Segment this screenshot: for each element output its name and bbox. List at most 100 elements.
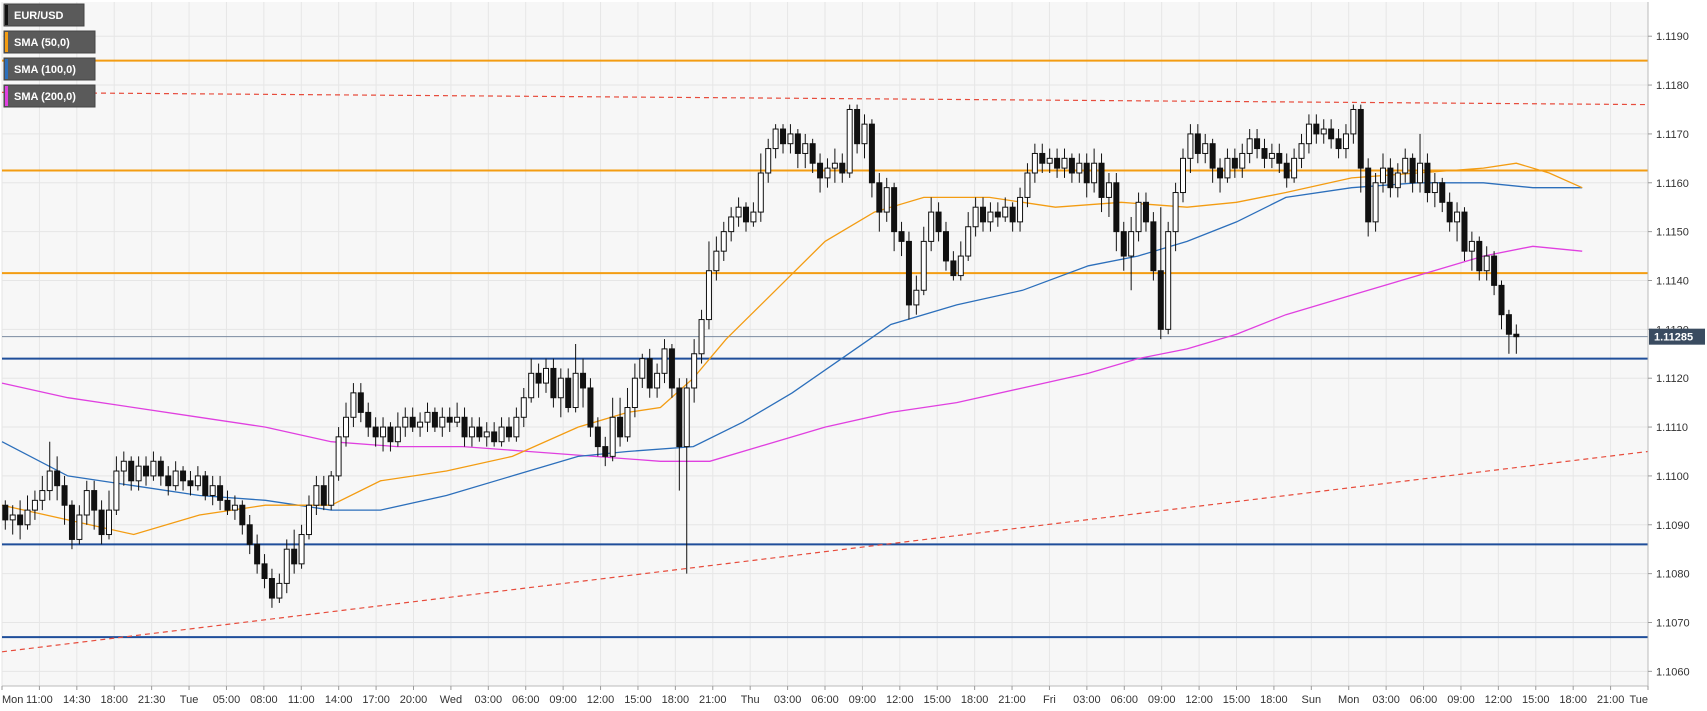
candle-body-bear xyxy=(1335,138,1342,150)
candle-body-bull xyxy=(113,470,120,511)
legend-label: SMA (50,0) xyxy=(14,37,70,49)
candle-body-bear xyxy=(1365,167,1372,223)
candle-body-bear xyxy=(550,367,557,399)
candle-body-bull xyxy=(1135,201,1142,233)
candle-body-bull xyxy=(105,509,112,536)
candle xyxy=(994,202,1001,227)
candle-body-bear xyxy=(891,187,898,233)
candle-body-bear xyxy=(98,509,105,536)
x-tick-label: 08:00 xyxy=(250,694,278,706)
candle-body-bull xyxy=(1165,231,1172,330)
candle xyxy=(446,407,453,432)
candle xyxy=(46,441,53,501)
candle xyxy=(439,407,446,437)
candle-body-bull xyxy=(750,211,757,223)
candle-body-bull xyxy=(1076,162,1083,174)
candle-body-bull xyxy=(639,358,646,379)
candle-body-bull xyxy=(468,426,475,438)
candle xyxy=(335,427,342,481)
candle-body-bull xyxy=(298,534,305,565)
candle-body-bear xyxy=(1461,211,1468,252)
candle-body-bear xyxy=(143,465,150,477)
candle xyxy=(417,412,424,437)
candle xyxy=(1217,158,1224,193)
candle xyxy=(1165,221,1172,335)
candle-body-bear xyxy=(187,480,194,487)
candle-body-bear xyxy=(1157,270,1164,330)
candle xyxy=(246,515,253,555)
candle-body-bear xyxy=(935,211,942,233)
x-tick-label: Mon xyxy=(1338,694,1359,706)
candle xyxy=(1291,148,1298,183)
candle-body-bear xyxy=(128,460,135,482)
x-tick-label: 15:00 xyxy=(1522,694,1550,706)
candle xyxy=(920,226,927,296)
candle xyxy=(972,197,979,237)
x-tick-label: 03:00 xyxy=(1073,694,1101,706)
candle-body-bear xyxy=(950,260,957,277)
candle-body-bear xyxy=(17,514,24,526)
candle-body-bull xyxy=(1017,196,1024,223)
candle xyxy=(868,119,875,198)
x-tick-label: 03:00 xyxy=(774,694,802,706)
x-tick-label: 21:00 xyxy=(1597,694,1625,706)
candle-body-bear xyxy=(1313,123,1320,135)
candle-body-bear xyxy=(602,446,609,457)
candle xyxy=(120,451,127,486)
candle xyxy=(713,236,720,281)
x-tick-label: 03:00 xyxy=(475,694,503,706)
candle xyxy=(839,153,846,183)
legend-swatch xyxy=(5,5,8,25)
y-tick-label: 1.1160 xyxy=(1656,178,1689,190)
candle xyxy=(1402,148,1409,183)
candle-body-bull xyxy=(135,465,142,482)
candle xyxy=(683,378,690,574)
candle xyxy=(1387,158,1394,198)
candle xyxy=(1098,153,1105,213)
x-tick-label: 18:00 xyxy=(662,694,690,706)
candle xyxy=(1498,280,1505,330)
candle-body-bull xyxy=(1024,172,1031,198)
x-tick-label: 06:00 xyxy=(512,694,540,706)
x-tick-label: 06:00 xyxy=(811,694,839,706)
candle xyxy=(639,353,646,388)
candle xyxy=(1150,212,1157,281)
candle xyxy=(631,363,638,418)
candle-body-bull xyxy=(1417,162,1424,184)
candle-body-bear xyxy=(1194,133,1201,154)
current-price-label: 1.11285 xyxy=(1654,332,1693,344)
y-tick-label: 1.1060 xyxy=(1656,666,1690,678)
candle xyxy=(61,475,68,525)
candle xyxy=(1239,143,1246,178)
candle-body-bear xyxy=(794,133,801,154)
candle xyxy=(1276,143,1283,173)
candle-body-bull xyxy=(928,211,935,242)
candle xyxy=(468,417,475,447)
candle xyxy=(31,490,38,520)
candle xyxy=(1061,148,1068,178)
moving-averages xyxy=(1,162,1583,536)
candle-body-bear xyxy=(1231,157,1238,169)
candle-body-bear xyxy=(68,504,75,540)
candle xyxy=(572,344,579,413)
candle-body-bull xyxy=(787,133,794,145)
candle xyxy=(1180,148,1187,203)
candle xyxy=(1128,216,1135,291)
current-price-tag-bg xyxy=(1649,328,1705,345)
x-tick-label: 18:00 xyxy=(961,694,989,706)
candle xyxy=(1031,143,1038,183)
candle xyxy=(1483,246,1490,281)
candle-body-bear xyxy=(254,543,261,565)
candle xyxy=(172,461,179,491)
candle-body-bull xyxy=(83,490,90,516)
x-tick-label: 06:00 xyxy=(1410,694,1438,706)
candle xyxy=(298,524,305,569)
candle-body-bear xyxy=(91,490,98,511)
candle xyxy=(691,339,698,403)
candle xyxy=(1142,192,1149,232)
x-tick-label: Tue xyxy=(1629,694,1648,706)
y-tick-label: 1.1080 xyxy=(1656,569,1690,581)
candle xyxy=(1335,129,1342,159)
candle-body-bull xyxy=(313,485,320,506)
x-tick-label: 14:00 xyxy=(325,694,353,706)
